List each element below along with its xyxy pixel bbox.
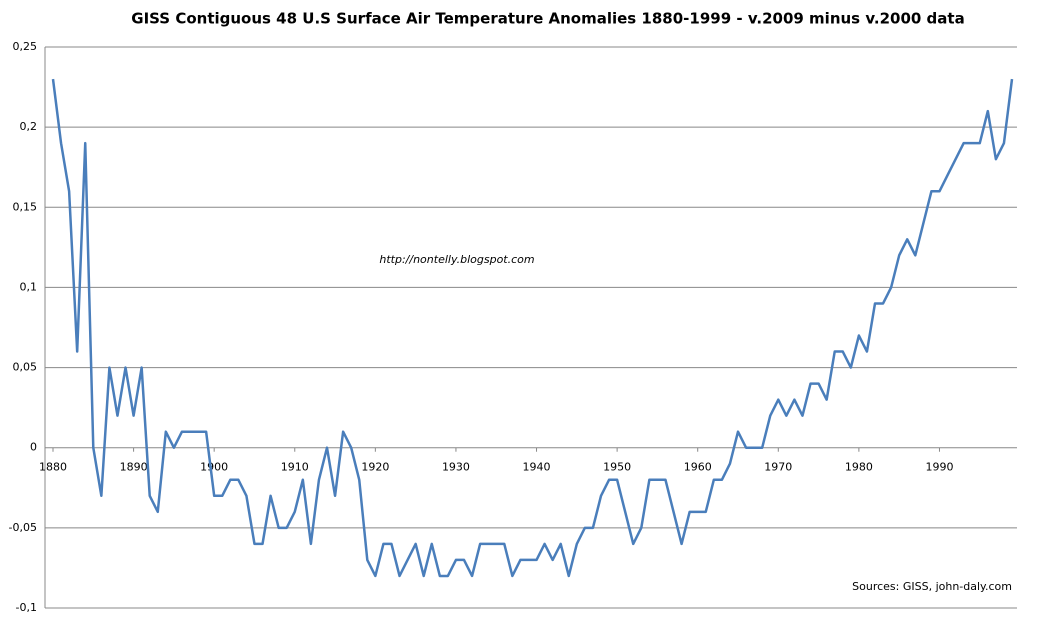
x-tick-label: 1940	[523, 461, 551, 474]
y-tick-label: 0,2	[20, 120, 38, 133]
y-tick-label: -0,1	[16, 601, 37, 614]
y-tick-label: -0,05	[9, 521, 37, 534]
annotation: http://nontelly.blogspot.com	[379, 253, 534, 266]
x-tick-label: 1890	[120, 461, 148, 474]
x-tick-label: 1910	[281, 461, 309, 474]
x-tick-label: 1880	[39, 461, 67, 474]
x-tick-label: 1970	[764, 461, 792, 474]
y-tick-label: 0,05	[13, 361, 38, 374]
y-tick-label: 0,25	[13, 40, 38, 53]
chart-title: GISS Contiguous 48 U.S Surface Air Tempe…	[131, 10, 964, 28]
y-tick-label: 0,15	[13, 200, 38, 213]
x-tick-label: 1930	[442, 461, 470, 474]
x-tick-label: 1960	[684, 461, 712, 474]
y-tick-label: 0,1	[20, 280, 38, 293]
x-tick-label: 1990	[925, 461, 953, 474]
x-tick-label: 1920	[361, 461, 389, 474]
annotation: Sources: GISS, john-daly.com	[852, 580, 1012, 593]
data-line	[51, 78, 1014, 578]
y-tick-label: 0	[30, 441, 37, 454]
x-tick-label: 1950	[603, 461, 631, 474]
x-tick-label: 1980	[845, 461, 873, 474]
x-tick-label: 1900	[200, 461, 228, 474]
